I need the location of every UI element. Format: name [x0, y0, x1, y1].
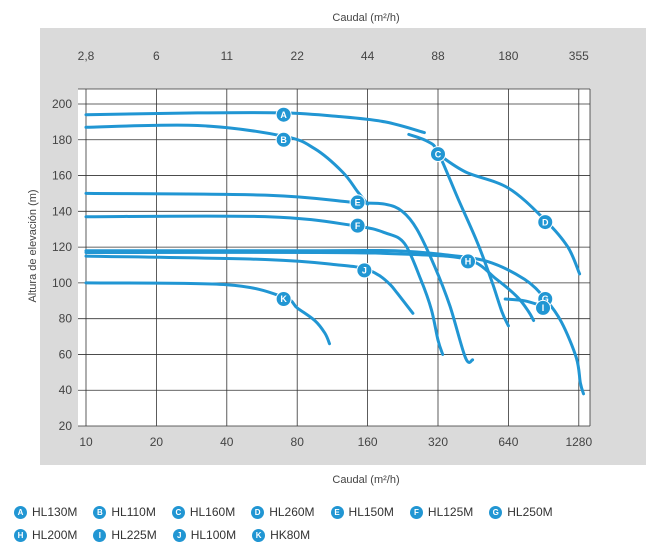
x2-tick-label: 88 [431, 49, 445, 63]
marker-c [430, 146, 446, 163]
legend-item-hl260m: D HL260M [251, 505, 315, 519]
legend-item-hl125m: F HL125M [409, 505, 474, 519]
marker-a [275, 106, 292, 123]
x2-tick-label: 11 [221, 49, 234, 63]
legend-label: HL130M [32, 505, 78, 519]
marker-e [349, 194, 366, 211]
legend-item-hk80m: K HK80M [252, 528, 310, 542]
y-axis-title: Altura de elevación (m) [27, 189, 39, 302]
marker-k [275, 290, 292, 307]
curve-hl125m [84, 214, 445, 356]
x2-tick-label: 6 [153, 49, 160, 63]
curve-hk80m [84, 281, 331, 346]
marker-label-g: G [542, 294, 549, 304]
marker-f [349, 217, 366, 234]
y-tick-label: 180 [52, 133, 72, 147]
y-tick-label: 140 [52, 204, 72, 218]
legend-key-icon: B [93, 505, 107, 519]
marker-j [356, 262, 373, 279]
x2-axis-title: Caudal (m²/h) [332, 12, 399, 24]
x-axis-title: Caudal (m²/h) [332, 474, 399, 486]
legend-label: HL125M [427, 505, 474, 519]
legend-key-icon: A [14, 505, 27, 519]
x2-tick-label: 44 [361, 49, 375, 63]
legend-key-icon: E [330, 505, 344, 519]
marker-label-e: E [355, 198, 361, 208]
curve-hl160m [407, 132, 510, 328]
legend-label: HK80M [270, 528, 311, 542]
curve-hl130m [84, 111, 426, 135]
marker-label-i: I [542, 303, 545, 313]
x-tick-label: 40 [220, 435, 234, 449]
legend-key-icon: I [93, 528, 107, 542]
x-tick-label: 640 [498, 435, 518, 449]
marker-i [535, 299, 552, 316]
x-tick-label: 160 [358, 435, 378, 449]
y-tick-label: 40 [59, 383, 73, 397]
legend-label: HL250M [507, 505, 553, 519]
y-tick-label: 80 [59, 312, 73, 326]
legend-item-hl250m: G HL250M [489, 505, 553, 519]
legend-key-icon: D [251, 505, 265, 519]
legend-label: HL260M [269, 505, 315, 519]
marker-label-d: D [542, 217, 549, 227]
curve-hl150m [84, 191, 475, 364]
legend-key-icon: H [14, 528, 27, 542]
legend-item-hl130m: A HL130M [14, 505, 77, 519]
y-tick-label: 60 [59, 347, 73, 361]
legend-label: HL100M [190, 528, 237, 542]
y-tick-label: 20 [59, 419, 73, 433]
x-tick-label: 20 [150, 435, 164, 449]
legend-key-icon: C [171, 505, 185, 519]
marker-label-a: A [280, 110, 287, 120]
marker-h [460, 253, 477, 270]
x-tick-label: 1280 [565, 435, 592, 449]
legend-item-hl225m: I HL225M [93, 528, 157, 542]
legend-key-icon: K [252, 528, 266, 542]
legend-label: HL160M [189, 505, 236, 519]
curve-hl260m [436, 152, 582, 276]
legend-item-hl100m: J HL100M [172, 528, 237, 542]
y-tick-label: 200 [52, 97, 72, 111]
x2-tick-label: 355 [569, 49, 589, 63]
legend-item-hl160m: C HL160M [171, 505, 236, 519]
y-tick-label: 120 [52, 240, 72, 254]
legend-label: HL110M [111, 505, 156, 519]
marker-label-f: F [355, 221, 361, 231]
marker-label-c: C [435, 149, 442, 159]
legend-key-icon: F [409, 505, 423, 519]
marker-label-b: B [280, 135, 287, 145]
x2-tick-label: 2,8 [78, 49, 95, 63]
marker-b [275, 131, 292, 148]
curve-hl250m [84, 248, 585, 396]
chart: A B C D E F G H I J K 10 20 40 80 160 320 640 1280 2,8 6 11 2… [27, 12, 646, 486]
legend-item-hl200m: H HL200M [14, 528, 77, 542]
legend-label: HL150M [348, 505, 394, 519]
x-tick-label: 10 [79, 435, 93, 449]
tick-labels: 10 20 40 80 160 320 640 1280 2,8 6 11 22 44 88 180 355 2… [52, 49, 593, 449]
legend-item-hl150m: E HL150M [330, 505, 394, 519]
legend: A HL130M B HL110M C HL160M D HL260M E HL150M F HL12… [14, 505, 644, 542]
marker-label-k: K [280, 294, 287, 304]
marker-label-h: H [465, 257, 472, 267]
y-tick-label: 160 [52, 169, 72, 183]
x-tick-label: 80 [291, 435, 305, 449]
marker-d [537, 214, 554, 231]
x-tick-label: 320 [428, 435, 448, 449]
x2-tick-label: 180 [498, 49, 518, 63]
y-tick-label: 100 [52, 276, 72, 290]
legend-label: HL200M [32, 528, 78, 542]
curve-hl110m [84, 123, 370, 206]
legend-key-icon: G [489, 505, 503, 519]
marker-label-j: J [362, 266, 367, 276]
x2-tick-label: 22 [291, 49, 305, 63]
legend-label: HL225M [111, 528, 157, 542]
legend-key-icon: J [172, 528, 186, 542]
curve-markers: A B C D E F G H I J K [275, 106, 554, 316]
legend-item-hl110m: B HL110M [93, 505, 156, 519]
